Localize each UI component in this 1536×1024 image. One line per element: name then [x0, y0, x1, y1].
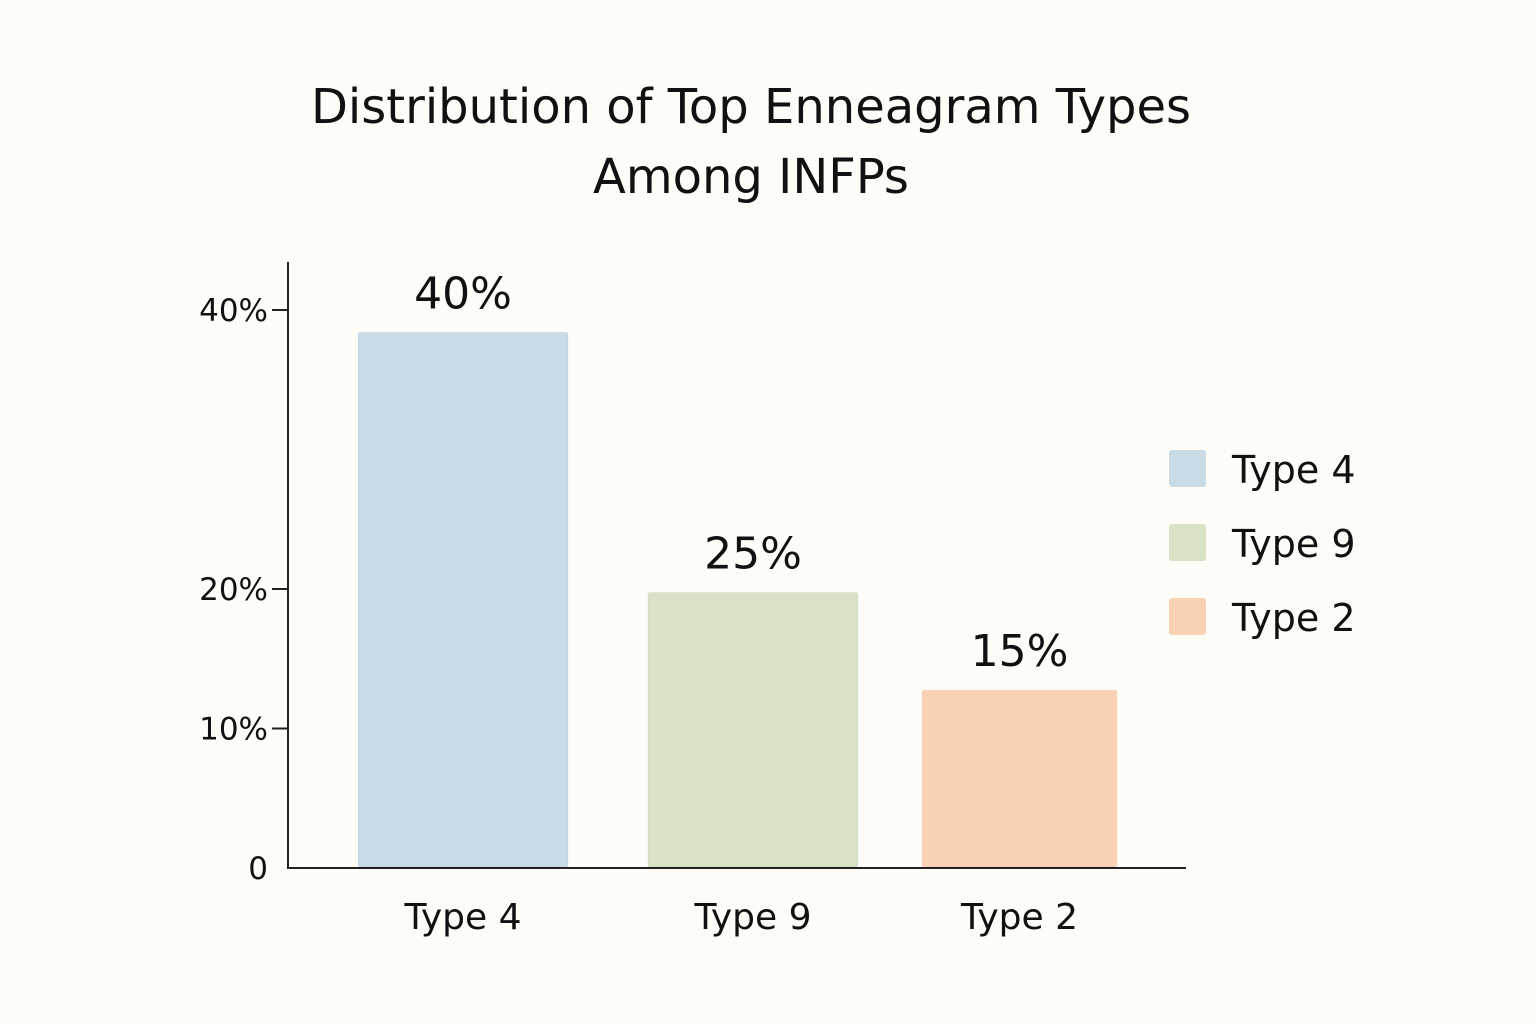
- bar-type-9: [647, 591, 859, 868]
- data-label: 25%: [704, 528, 802, 579]
- data-labels: 40% 25% 15%: [414, 268, 1068, 677]
- bar-type-2: [921, 689, 1118, 868]
- data-label: 15%: [971, 626, 1069, 677]
- chart-title-line-1: Distribution of Top Enneagram Types: [310, 79, 1192, 135]
- data-label: 40%: [414, 268, 512, 319]
- category-labels: Type 4 Type 9 Type 2: [403, 897, 1078, 938]
- legend-swatch: [1169, 524, 1206, 561]
- chart-title-line-2: Among INFPs: [593, 149, 909, 205]
- legend-swatch: [1169, 598, 1206, 635]
- y-tick-label: 40%: [199, 293, 268, 329]
- legend: Type 4 Type 9 Type 2: [1169, 448, 1356, 640]
- chart-title: Distribution of Top Enneagram Types Amon…: [0, 72, 1502, 212]
- y-tick-label: 20%: [199, 572, 268, 608]
- y-axis-ticks: 0 10% 20% 40%: [199, 293, 288, 887]
- legend-label: Type 2: [1231, 596, 1356, 640]
- legend-label: Type 4: [1231, 448, 1356, 492]
- category-label: Type 4: [403, 897, 521, 938]
- legend-label: Type 9: [1231, 522, 1356, 566]
- y-tick-label: 10%: [199, 712, 268, 748]
- bar-type-4: [357, 331, 569, 868]
- y-tick-label: 0: [248, 851, 268, 887]
- category-label: Type 2: [960, 897, 1078, 938]
- bars: [357, 331, 1118, 868]
- legend-swatch: [1169, 450, 1206, 487]
- category-label: Type 9: [693, 897, 811, 938]
